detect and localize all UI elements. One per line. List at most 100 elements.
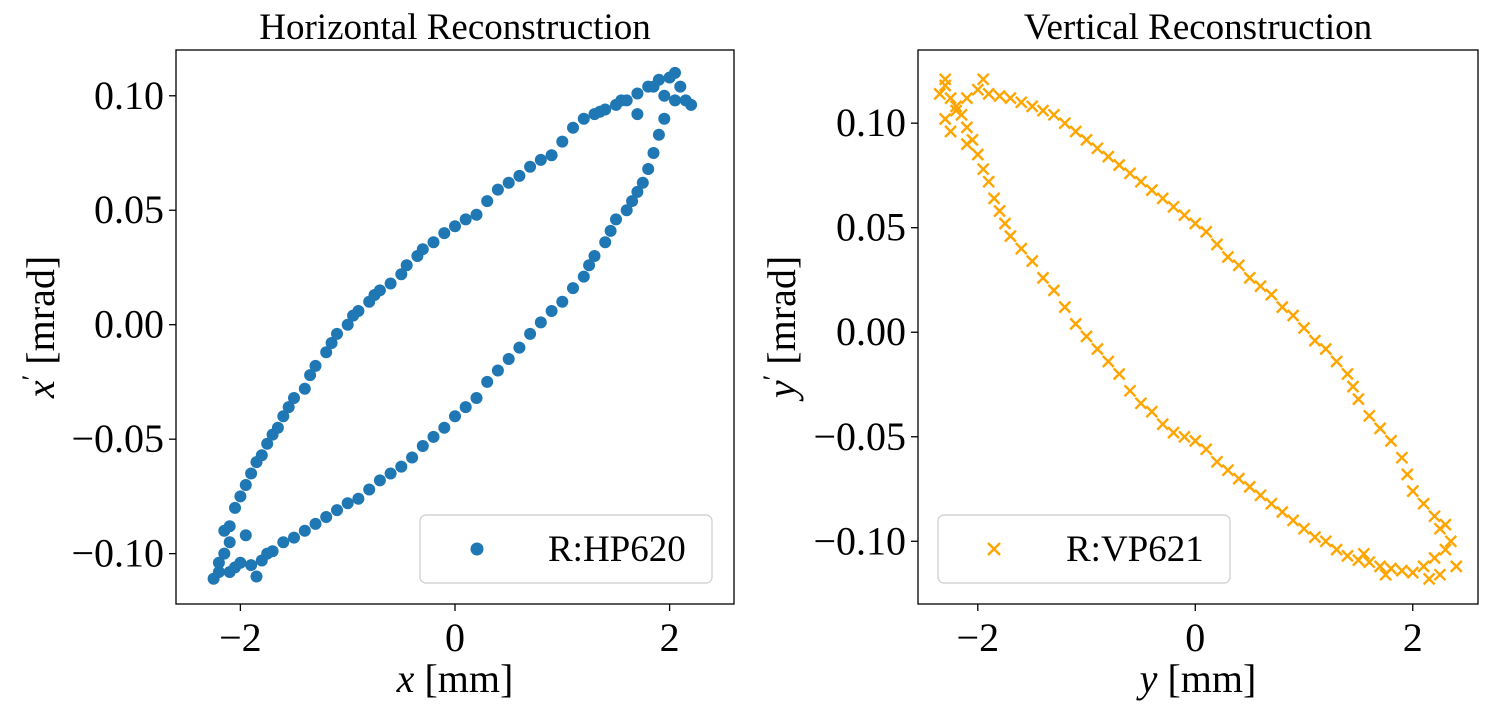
data-point-x <box>1167 200 1180 214</box>
data-point <box>212 556 225 569</box>
data-point-x <box>1069 125 1083 138</box>
data-point-x <box>971 148 985 161</box>
data-point-x <box>1346 380 1360 393</box>
data-point <box>427 236 440 249</box>
data-point <box>502 176 515 189</box>
data-point <box>524 327 537 340</box>
x-tick-label: 2 <box>660 615 680 660</box>
data-point <box>250 570 263 583</box>
data-point <box>567 282 579 295</box>
data-point-x <box>1308 334 1322 347</box>
data-point-x <box>1428 551 1441 565</box>
data-point-x <box>976 72 990 86</box>
data-point <box>658 89 671 102</box>
data-point-x <box>1439 518 1452 531</box>
x-tick-label: −2 <box>957 615 1000 660</box>
data-point-x <box>1330 543 1343 556</box>
legend-label: R:VP621 <box>1066 529 1204 570</box>
data-point <box>261 547 274 560</box>
data-point <box>229 561 241 574</box>
data-point-x <box>1297 321 1311 335</box>
data-point <box>604 224 617 237</box>
data-point-x <box>1341 367 1354 381</box>
data-point-x <box>1188 217 1202 230</box>
data-point <box>271 421 284 434</box>
data-point-x <box>1210 455 1224 469</box>
data-point <box>207 572 220 585</box>
plot-area <box>917 49 1479 605</box>
data-point-x <box>1221 250 1235 264</box>
data-point <box>577 270 590 283</box>
y-tick-label: −0.05 <box>71 416 164 461</box>
data-point-x <box>944 125 957 138</box>
data-point <box>352 492 365 505</box>
data-point-x <box>938 112 952 126</box>
data-point-x <box>1047 284 1061 297</box>
data-point-x <box>1058 116 1072 130</box>
data-point <box>491 364 504 377</box>
data-point <box>502 353 515 365</box>
x-axis-ticks: −2 0 2 <box>219 604 680 660</box>
data-point-x <box>1199 225 1213 239</box>
data-point-x <box>1014 95 1028 109</box>
data-point <box>545 149 558 162</box>
data-point <box>223 536 236 549</box>
data-point <box>593 105 606 118</box>
data-point-x <box>960 137 974 151</box>
data-point <box>679 94 692 107</box>
data-point-x <box>1199 442 1213 456</box>
data-point <box>534 316 547 329</box>
data-point-x <box>960 121 974 134</box>
data-point <box>234 490 247 503</box>
data-point <box>658 112 671 125</box>
data-point <box>438 227 451 240</box>
data-point <box>277 410 290 423</box>
y-axis-ticks: −0.10 −0.05 0.00 0.05 0.10 <box>71 73 176 576</box>
x-axis-label: y [mm] <box>1136 656 1257 701</box>
data-point-x <box>1286 309 1300 322</box>
data-point <box>631 87 644 100</box>
data-point <box>567 121 579 134</box>
data-point-x <box>1221 463 1235 477</box>
data-point-x <box>1112 367 1126 381</box>
data-point <box>449 410 461 423</box>
data-point <box>395 268 408 281</box>
data-point-x <box>1330 355 1343 368</box>
data-point <box>341 497 354 510</box>
data-point-x <box>987 192 1001 205</box>
vertical-reconstruction-panel: Vertical Reconstruction −2 0 2 −0.10 −0.05 0… <box>758 7 1479 701</box>
data-point <box>245 467 258 480</box>
data-point-x <box>1167 426 1180 439</box>
data-point-x <box>1319 534 1333 548</box>
data-point <box>674 80 687 93</box>
data-point-x <box>1417 560 1430 573</box>
x-axis-ticks: −2 0 2 <box>957 604 1423 660</box>
data-point-x <box>1232 258 1246 272</box>
x-tick-label: 0 <box>1185 615 1205 660</box>
data-point <box>384 467 397 480</box>
data-point <box>556 135 569 148</box>
data-point-x <box>1243 271 1257 285</box>
data-point-x <box>1047 108 1061 122</box>
data-point <box>652 128 665 141</box>
data-point-x <box>993 89 1006 103</box>
data-point-x <box>1243 480 1257 494</box>
data-point-x <box>1406 484 1420 498</box>
data-point-x <box>949 100 963 113</box>
data-point <box>373 474 386 487</box>
data-point <box>620 204 633 217</box>
data-point-x <box>949 104 963 117</box>
data-point <box>239 479 252 491</box>
data-point-x <box>976 162 990 176</box>
data-point-x <box>1373 422 1387 435</box>
data-point-x <box>1395 564 1409 577</box>
data-point-x <box>1080 330 1093 343</box>
x-tick-label: −2 <box>219 615 262 660</box>
data-point-x <box>1319 342 1333 356</box>
data-point-x <box>1145 183 1159 197</box>
data-point <box>416 440 429 452</box>
y-axis-label: x′ [mrad] <box>17 256 63 399</box>
data-point-x <box>1254 279 1267 293</box>
data-point <box>218 524 231 537</box>
data-point-x <box>1400 468 1414 481</box>
